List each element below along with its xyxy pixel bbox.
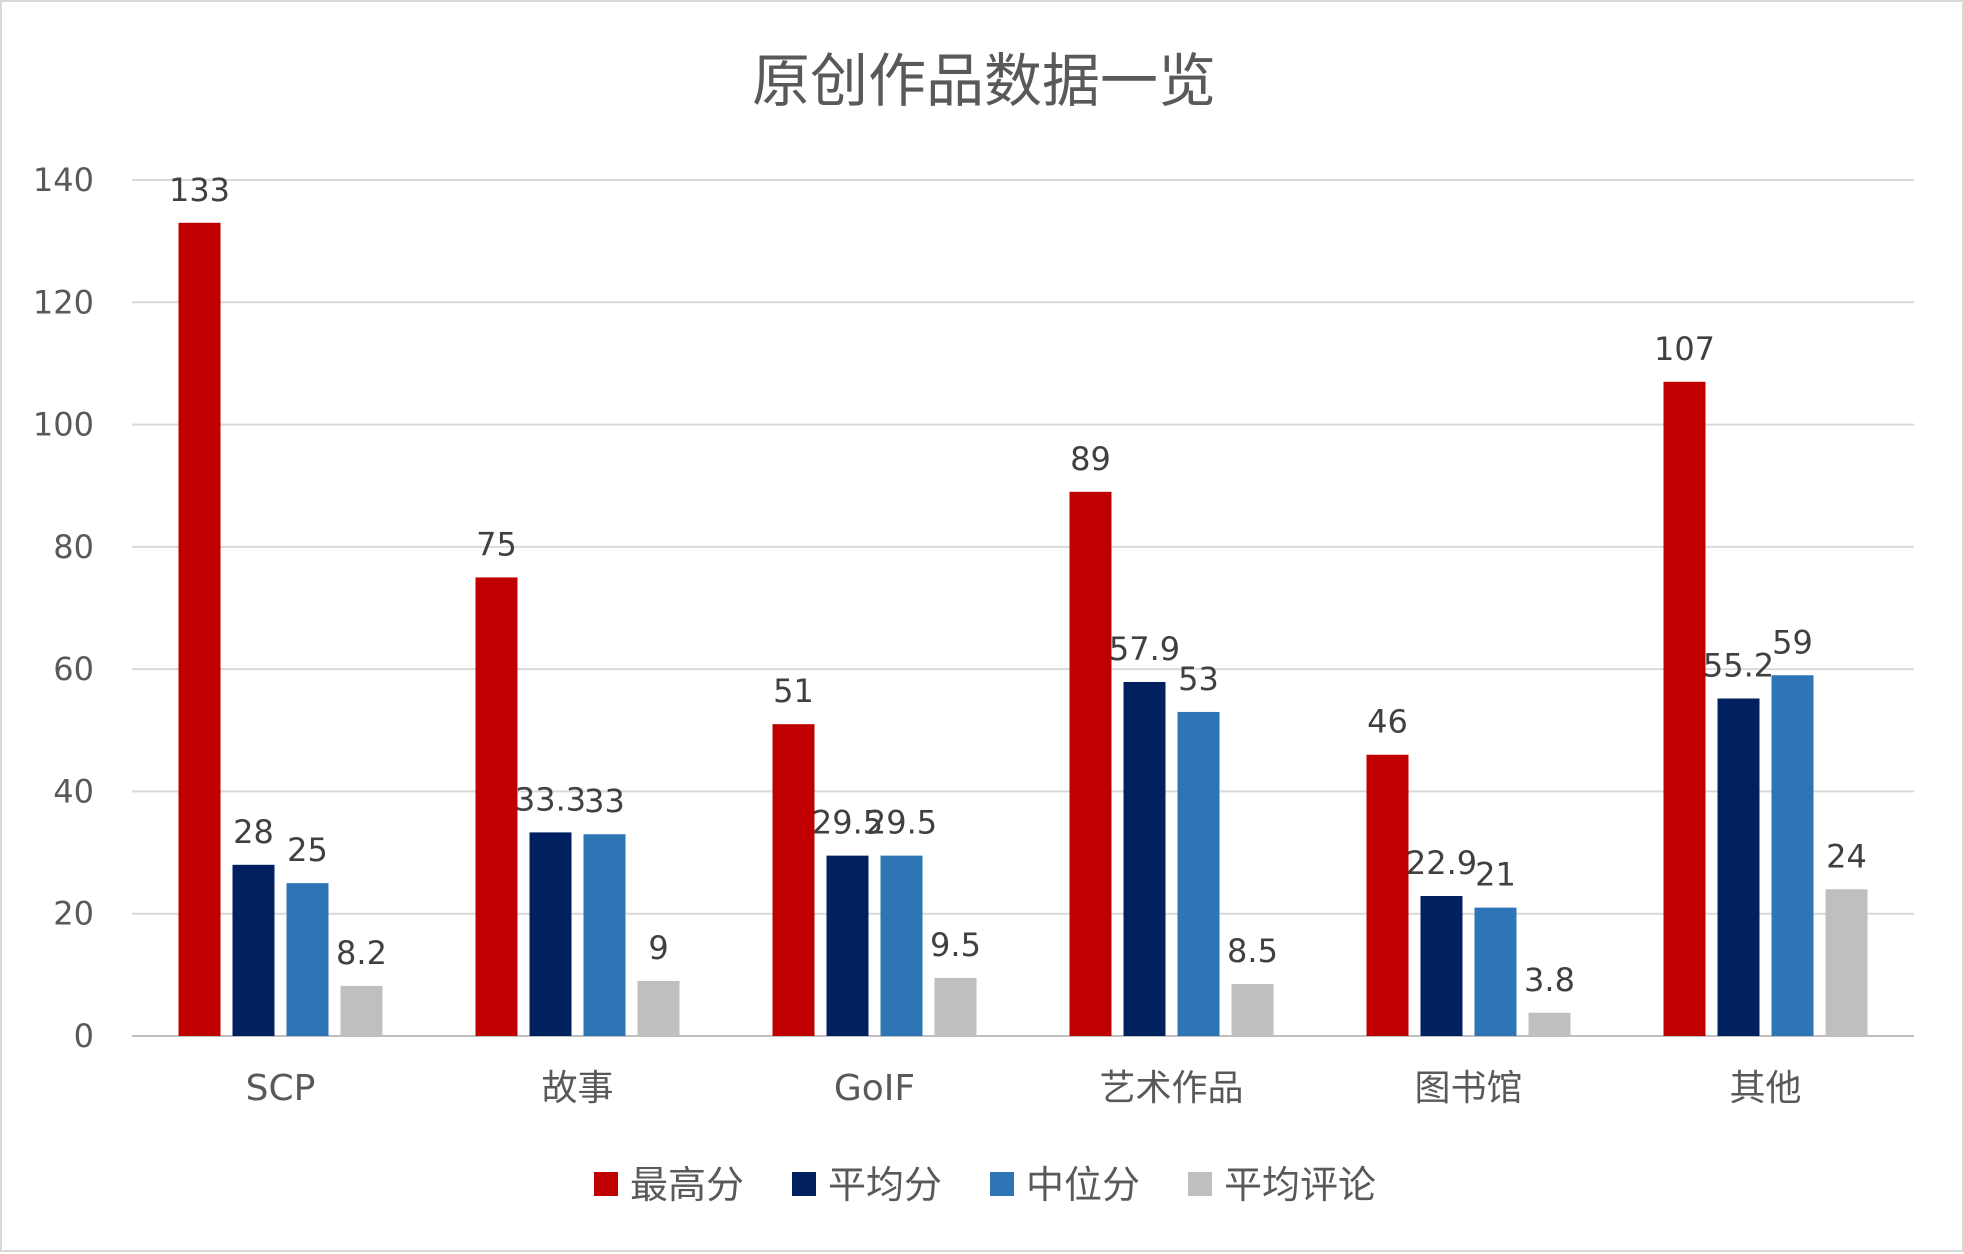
data-label: 46 — [1367, 703, 1408, 741]
bar — [1474, 907, 1517, 1036]
data-labels: 133 28 25 8.2 75 33.333 9 51 29.529.5 9.5 89 57.953… — [169, 171, 1867, 999]
legend-swatch — [792, 1172, 816, 1196]
bar — [826, 855, 869, 1036]
legend-swatch — [1188, 1172, 1212, 1196]
y-tick-label: 140 — [33, 161, 94, 199]
data-label: 29.5 — [866, 804, 937, 842]
bar — [340, 985, 383, 1036]
legend-label: 中位分 — [1026, 1163, 1140, 1207]
bar — [1123, 681, 1166, 1036]
data-label: 107 — [1654, 330, 1715, 368]
legend-label: 平均评论 — [1224, 1163, 1376, 1207]
y-axis-ticks: 0 20 40 60 80 100 120 140 — [33, 161, 94, 1055]
bar — [637, 980, 680, 1036]
gridlines — [132, 179, 1914, 1037]
bar — [1177, 711, 1220, 1036]
x-category-label: SCP — [246, 1068, 316, 1109]
data-label: 3.8 — [1524, 961, 1575, 999]
bar — [1771, 675, 1814, 1036]
data-label: 9.5 — [930, 926, 981, 964]
data-label: 24 — [1826, 837, 1867, 875]
data-label: 89 — [1070, 440, 1111, 478]
data-label: 75 — [476, 525, 517, 563]
data-label: 22.9 — [1406, 844, 1477, 882]
chart-title: 原创作品数据一览 — [752, 47, 1216, 115]
x-category-label: 艺术作品 — [1099, 1068, 1243, 1109]
bar — [1717, 698, 1760, 1036]
y-tick-label: 60 — [53, 650, 94, 688]
legend-swatch — [990, 1172, 1014, 1196]
bar — [475, 577, 518, 1036]
bar — [1069, 491, 1112, 1036]
bar — [880, 855, 923, 1036]
bar — [1663, 381, 1706, 1036]
bar — [1366, 754, 1409, 1036]
legend-label: 平均分 — [828, 1163, 942, 1207]
data-label: 133 — [169, 171, 230, 209]
x-category-label: 其他 — [1729, 1068, 1801, 1109]
bar — [232, 864, 275, 1036]
bar — [1528, 1012, 1571, 1036]
bar — [583, 834, 626, 1036]
data-label: 51 — [773, 672, 814, 710]
data-label: 29.5 — [812, 804, 883, 842]
x-category-label: 图书馆 — [1414, 1068, 1522, 1109]
data-label: 59 — [1772, 623, 1813, 661]
bar — [772, 724, 815, 1036]
y-tick-label: 40 — [53, 772, 94, 810]
bars — [178, 222, 1868, 1037]
bar — [1825, 889, 1868, 1036]
bar — [178, 222, 221, 1037]
bar — [1231, 984, 1274, 1036]
x-category-label: 故事 — [541, 1068, 613, 1109]
data-label: 21 — [1475, 856, 1516, 894]
data-label: 8.5 — [1227, 932, 1278, 970]
y-tick-label: 100 — [33, 406, 94, 444]
data-label: 33 — [584, 782, 625, 820]
data-label: 57.9 — [1109, 630, 1180, 668]
x-category-label: GoIF — [834, 1068, 915, 1109]
bar — [1420, 895, 1463, 1036]
bar — [529, 832, 572, 1036]
data-label: 28 — [233, 813, 274, 851]
y-tick-label: 20 — [53, 895, 94, 933]
data-label: 53 — [1178, 660, 1219, 698]
y-tick-label: 120 — [33, 283, 94, 321]
data-label: 9 — [648, 929, 668, 967]
data-label: 55.2 — [1703, 646, 1774, 684]
data-label: 25 — [287, 831, 328, 869]
y-tick-label: 0 — [74, 1017, 94, 1055]
legend-swatch — [594, 1172, 618, 1196]
legend: 最高分 平均分 中位分 平均评论 — [594, 1163, 1376, 1207]
legend-label: 最高分 — [630, 1163, 744, 1207]
bar — [286, 883, 329, 1036]
data-label: 33.3 — [515, 780, 586, 818]
y-tick-label: 80 — [53, 528, 94, 566]
data-label: 8.2 — [336, 934, 387, 972]
x-axis-categories: SCP 故事 GoIF 艺术作品 图书馆 其他 — [246, 1068, 1802, 1109]
bar — [934, 977, 977, 1036]
